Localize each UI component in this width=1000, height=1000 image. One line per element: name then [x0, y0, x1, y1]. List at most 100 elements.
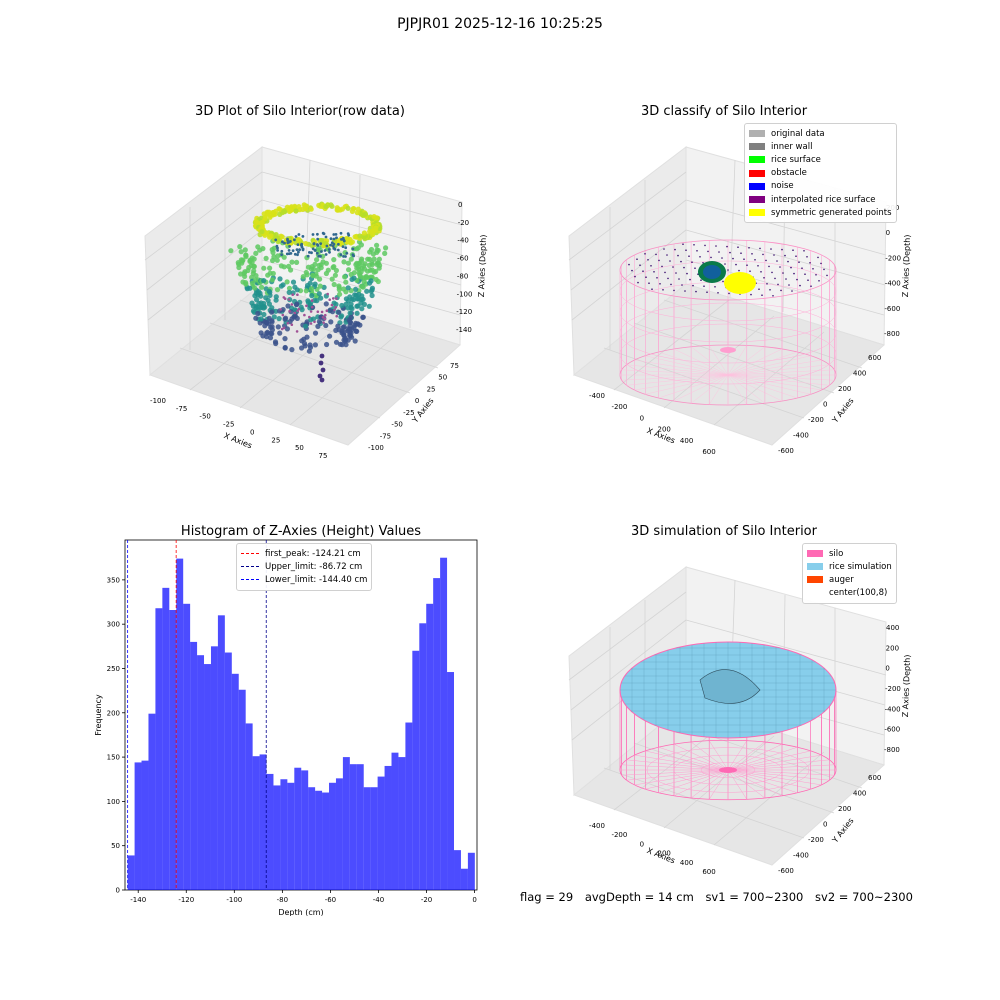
data-point: [313, 249, 317, 252]
surface-point: [782, 272, 784, 274]
data-point: [340, 238, 343, 241]
data-point: [335, 207, 341, 213]
rice-depression: [699, 669, 761, 704]
surface-point: [751, 253, 753, 255]
silo-floor-line: [709, 345, 729, 376]
data-point: [236, 261, 242, 267]
plot4-z-tick: -200: [885, 685, 901, 693]
data-point: [341, 337, 347, 343]
plot2-y-tick: -400: [793, 432, 809, 440]
data-point: [284, 326, 290, 332]
grid-line: [713, 751, 825, 846]
x-tick-label: -80: [277, 896, 288, 904]
x-tick-label: -20: [421, 896, 432, 904]
data-point: [316, 237, 320, 241]
surface-point: [704, 244, 706, 247]
surface-point: [670, 283, 672, 286]
plot2-z-tick: -400: [885, 280, 901, 288]
data-point: [336, 287, 342, 293]
data-point: [294, 259, 300, 265]
data-point: [315, 323, 321, 329]
data-point: [289, 259, 295, 265]
surface-point: [743, 258, 745, 261]
data-point: [305, 299, 311, 305]
legend-label: inner wall: [771, 141, 813, 152]
plot1-y-tick: 50: [438, 374, 447, 382]
data-point: [273, 308, 279, 314]
data-point: [288, 309, 291, 313]
plot2-z-tick: -600: [884, 305, 900, 313]
data-point: [301, 202, 307, 208]
surface-point: [721, 257, 723, 259]
grid-line: [713, 331, 825, 426]
surface-point: [686, 272, 688, 275]
plot4-y-label: Y Axies: [830, 816, 856, 845]
data-point: [296, 243, 300, 247]
data-point: [369, 292, 375, 299]
data-point: [337, 291, 343, 297]
histogram-bar: [308, 787, 316, 890]
data-point: [314, 298, 320, 304]
data-point: [324, 235, 328, 239]
data-point: [267, 335, 274, 341]
histogram-bar: [301, 770, 309, 890]
surface-point: [787, 260, 789, 263]
y-tick-label: 250: [107, 665, 120, 673]
data-point: [305, 304, 308, 308]
data-point: [271, 254, 277, 260]
histogram-bar: [342, 757, 350, 890]
grid-line: [209, 322, 411, 394]
data-point: [294, 287, 300, 293]
surface-point: [661, 265, 663, 268]
surface-point: [772, 295, 774, 297]
data-point: [356, 266, 362, 272]
histogram-bar: [460, 868, 468, 890]
plot1-x-tick: 0: [250, 428, 254, 436]
surface-point: [762, 253, 764, 256]
y-tick-label: 300: [107, 621, 120, 629]
data-point: [332, 272, 338, 278]
data-point: [243, 252, 249, 258]
grid-line: [570, 199, 687, 291]
plot1-y-tick: -25: [403, 409, 414, 417]
data-point: [349, 306, 355, 312]
data-point: [321, 231, 325, 235]
data-point: [347, 310, 353, 316]
histogram-bar: [176, 558, 184, 890]
silo-floor-line: [727, 351, 798, 376]
surface-point: [645, 276, 647, 279]
data-point: [284, 279, 290, 285]
data-point: [353, 320, 359, 326]
grid-line: [146, 199, 263, 291]
data-point: [288, 244, 291, 248]
surface-point: [788, 284, 790, 286]
data-point: [332, 242, 336, 246]
grid-line: [179, 347, 381, 419]
data-point: [270, 270, 276, 277]
grid-line: [261, 171, 463, 226]
grid-line: [570, 619, 687, 711]
data-point: [311, 233, 315, 236]
data-point: [278, 283, 284, 289]
data-point: [317, 254, 321, 258]
data-point: [297, 233, 301, 236]
data-point: [297, 307, 301, 311]
data-point: [286, 321, 290, 325]
surface-point: [791, 290, 793, 292]
data-point: [260, 246, 266, 252]
histogram-bar: [426, 603, 434, 890]
data-point: [323, 204, 329, 210]
plot4-x-tick: 200: [658, 850, 671, 858]
silo-floor-line: [621, 374, 729, 381]
floor-pane: [572, 703, 885, 866]
data-point: [334, 233, 338, 236]
histogram-legend: first_peak: -124.21 cm Upper_limit: -86.7…: [236, 543, 373, 591]
plot4-x-tick: 400: [680, 859, 693, 867]
data-point: [356, 291, 362, 297]
histogram-bar: [127, 855, 135, 890]
surface-point: [770, 248, 772, 250]
data-point: [255, 244, 261, 250]
surface-point: [651, 288, 653, 291]
data-point: [308, 317, 314, 323]
plot4-x-tick: -400: [589, 822, 605, 830]
